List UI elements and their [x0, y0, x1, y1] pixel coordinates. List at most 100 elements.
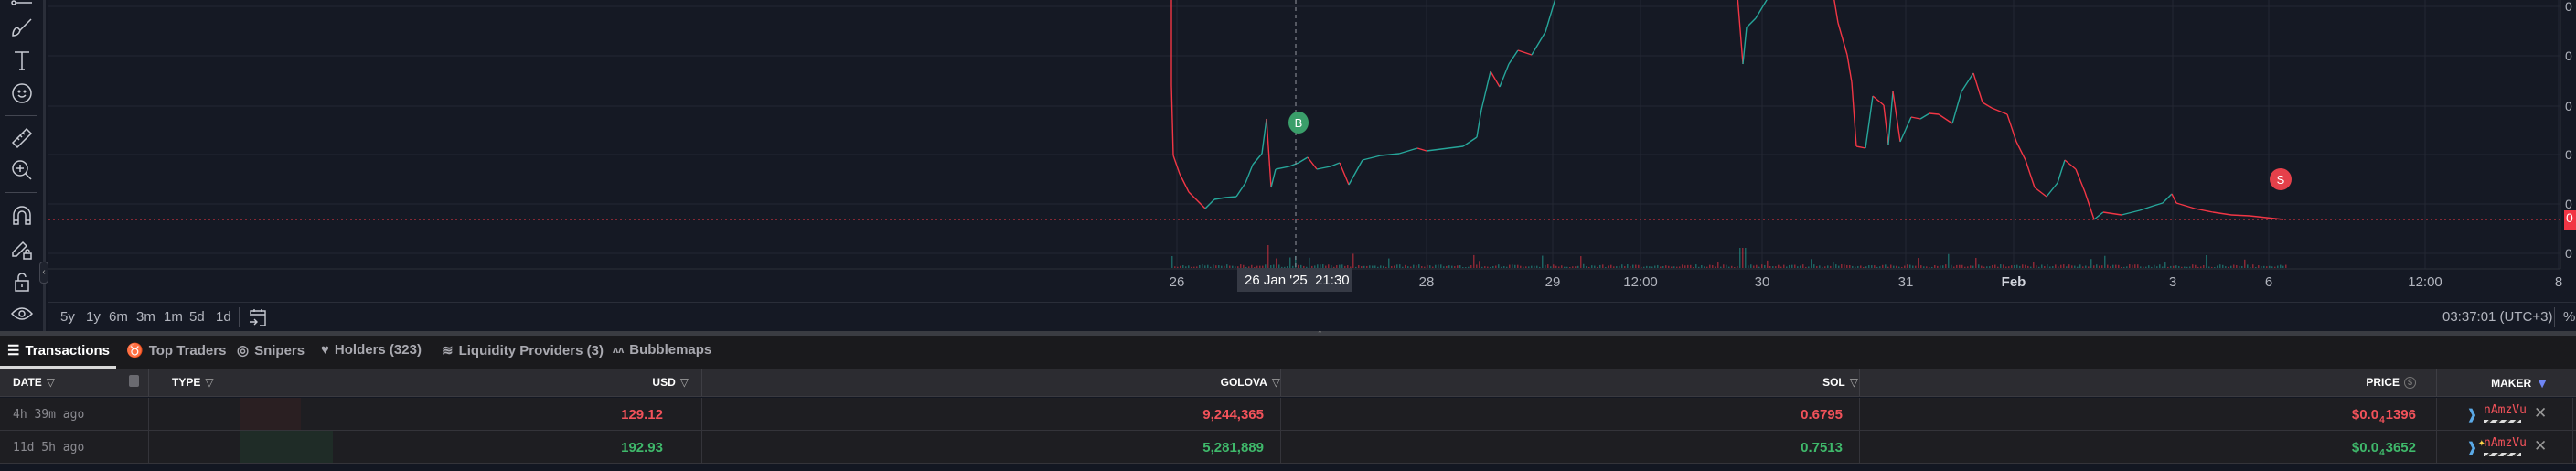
volume-bar [1254, 266, 1256, 268]
volume-bar [1695, 264, 1697, 268]
price-candle [1307, 156, 1318, 170]
tab-transactions[interactable]: ☰ Transactions [7, 342, 110, 359]
volume-bar [1339, 264, 1341, 268]
volume-bar [2096, 264, 2098, 268]
volume-bar [1547, 264, 1549, 268]
header-price[interactable]: PRICE $ [2366, 376, 2416, 389]
remove-filter-icon[interactable]: ✕ [2534, 437, 2548, 455]
volume-bar [1830, 265, 1832, 268]
volume-bar [1723, 264, 1725, 268]
range-6m[interactable]: 6m [109, 309, 128, 325]
volume-bar [1981, 265, 1983, 268]
header-usd[interactable]: USD ▽ [652, 376, 689, 389]
brush-icon[interactable] [9, 15, 35, 40]
tab-liquidity-providers[interactable]: ≋ Liquidity Providers (3) [442, 342, 604, 359]
tab-holders[interactable]: ♥ Holders (323) [321, 342, 422, 358]
header-type[interactable]: TYPE ▽ [172, 376, 214, 389]
table-row[interactable]: 11d 5h ago Buy 192.93 5,281,889 0.7513 $… [0, 431, 2576, 464]
volume-bar [1265, 264, 1267, 268]
filter-active-icon[interactable]: ▼ [2536, 376, 2549, 391]
price-candle [1252, 153, 1263, 166]
clock[interactable]: 03:37:01 (UTC+3) [2442, 309, 2553, 325]
volume-bar [2074, 265, 2076, 268]
zoom-in-icon[interactable] [9, 157, 35, 183]
header-maker[interactable]: MAKER ▼ [2491, 376, 2549, 391]
percent-toggle[interactable]: % [2563, 309, 2576, 325]
currency-toggle-icon[interactable]: $ [2404, 376, 2416, 389]
volume-bar [1459, 265, 1461, 268]
filter-icon[interactable]: ▽ [205, 376, 214, 389]
collapse-toolbar-button[interactable]: ‹ [39, 262, 48, 284]
filter-icon[interactable]: ▽ [1271, 376, 1280, 389]
volume-bar [1196, 266, 1198, 268]
price-candle [1737, 0, 1744, 65]
range-5d[interactable]: 5d [189, 309, 205, 325]
price-candle [1480, 70, 1491, 111]
volume-bar [2148, 265, 2150, 268]
price-candle [1508, 49, 1519, 65]
lock-drawings-icon[interactable] [9, 236, 35, 262]
volume-bar [1844, 264, 1845, 268]
tab-top-traders[interactable]: ♉ Top Traders [126, 342, 226, 359]
lock-icon[interactable] [9, 269, 35, 294]
volume-bar [1188, 265, 1190, 268]
tab-snipers[interactable]: ◎ Snipers [237, 342, 305, 359]
volume-bar [1344, 265, 1346, 268]
volume-bar [1624, 266, 1626, 268]
calendar-icon[interactable] [129, 375, 139, 387]
volume-bar [1572, 266, 1574, 268]
price-candle [1330, 162, 1341, 167]
range-3m[interactable]: 3m [136, 309, 155, 325]
header-sol[interactable]: SOL ▽ [1822, 376, 1858, 389]
ruler-icon[interactable] [9, 125, 35, 151]
remove-filter-icon[interactable]: ✕ [2534, 404, 2548, 422]
table-row[interactable]: 4h 39m ago Sell 129.12 9,244,365 0.6795 … [0, 398, 2576, 431]
volume-bar [1994, 264, 1996, 268]
header-date[interactable]: DATE ▽ [13, 376, 56, 389]
range-1y[interactable]: 1y [86, 309, 101, 325]
volume-bar [1385, 266, 1387, 268]
volume-bar [1454, 266, 1456, 268]
text-icon[interactable] [9, 48, 35, 73]
volume-bar [1835, 264, 1837, 268]
magnet-icon[interactable] [9, 203, 35, 229]
panel-resize-handle[interactable] [0, 331, 2576, 336]
volume-bar [1490, 266, 1491, 268]
filter-icon[interactable]: ▽ [1849, 376, 1858, 389]
filter-icon[interactable]: ▽ [679, 376, 689, 389]
maker-link[interactable]: nAmzVu [2484, 403, 2527, 417]
range-5y[interactable]: 5y [60, 309, 75, 325]
volume-bar [1564, 266, 1566, 268]
volume-bar [1361, 266, 1363, 268]
volume-bar [1284, 266, 1286, 268]
volume-bar [1860, 265, 1862, 268]
volume-bar [1638, 264, 1640, 268]
price-candle [1961, 72, 1974, 92]
eye-icon[interactable] [9, 301, 35, 326]
volume-bar [1248, 266, 1250, 268]
volume-bar [1608, 265, 1609, 268]
volume-bar [1287, 266, 1288, 268]
volume-bar [1215, 265, 1217, 268]
trend-line-icon[interactable] [9, 0, 35, 13]
price-candle [1288, 162, 1299, 167]
range-1d[interactable]: 1d [216, 309, 231, 325]
go-to-date-icon[interactable] [248, 307, 268, 332]
volume-bar [1816, 266, 1818, 268]
emoji-icon[interactable] [9, 80, 35, 106]
volume-bar [1731, 265, 1733, 268]
volume-bar [1824, 266, 1826, 268]
range-1m[interactable]: 1m [164, 309, 183, 325]
filter-icon[interactable]: ▽ [46, 376, 56, 389]
maker-link[interactable]: nAmzVu [2484, 436, 2527, 450]
header-token[interactable]: GOLOVA ▽ [1220, 376, 1280, 389]
sell-marker[interactable] [2270, 168, 2292, 190]
volume-bar [1849, 264, 1851, 268]
buy-marker[interactable] [1288, 112, 1309, 134]
volume-bar [2005, 266, 2007, 268]
tab-bubblemaps[interactable]: ʌʌ Bubblemaps [613, 342, 711, 358]
resize-arrows-icon[interactable]: ↕ [1317, 326, 1323, 340]
volume-bar [1764, 264, 1766, 268]
